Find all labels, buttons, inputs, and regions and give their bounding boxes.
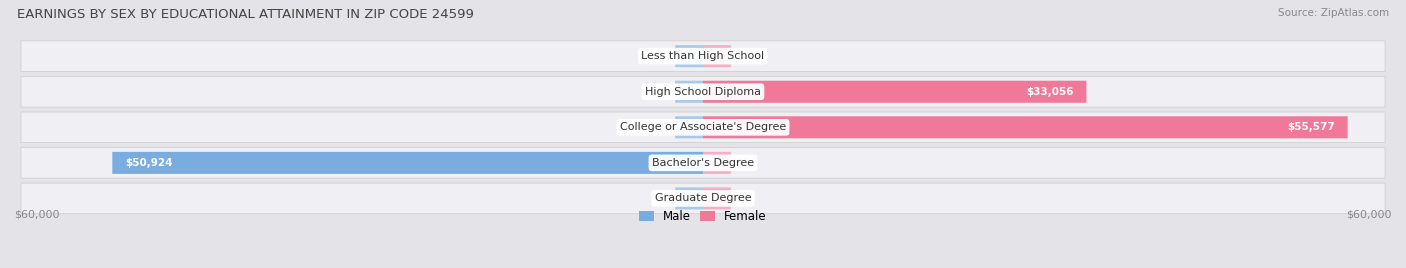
FancyBboxPatch shape <box>675 187 703 210</box>
Text: $0: $0 <box>657 87 669 97</box>
Text: $60,000: $60,000 <box>14 209 59 219</box>
Text: Bachelor's Degree: Bachelor's Degree <box>652 158 754 168</box>
FancyBboxPatch shape <box>21 112 1385 143</box>
Text: Source: ZipAtlas.com: Source: ZipAtlas.com <box>1278 8 1389 18</box>
FancyBboxPatch shape <box>21 76 1385 107</box>
Text: $55,577: $55,577 <box>1288 122 1336 132</box>
Text: $0: $0 <box>657 193 669 203</box>
Text: $33,056: $33,056 <box>1026 87 1074 97</box>
Text: College or Associate's Degree: College or Associate's Degree <box>620 122 786 132</box>
Text: $0: $0 <box>737 193 749 203</box>
Text: EARNINGS BY SEX BY EDUCATIONAL ATTAINMENT IN ZIP CODE 24599: EARNINGS BY SEX BY EDUCATIONAL ATTAINMEN… <box>17 8 474 21</box>
FancyBboxPatch shape <box>703 45 731 67</box>
Text: $0: $0 <box>657 122 669 132</box>
FancyBboxPatch shape <box>675 116 703 138</box>
FancyBboxPatch shape <box>703 152 731 174</box>
FancyBboxPatch shape <box>703 187 731 210</box>
FancyBboxPatch shape <box>675 81 703 103</box>
FancyBboxPatch shape <box>112 152 703 174</box>
Text: $60,000: $60,000 <box>1347 209 1392 219</box>
FancyBboxPatch shape <box>703 116 1348 138</box>
FancyBboxPatch shape <box>703 81 1087 103</box>
Text: Less than High School: Less than High School <box>641 51 765 61</box>
FancyBboxPatch shape <box>21 148 1385 178</box>
FancyBboxPatch shape <box>675 45 703 67</box>
Text: $0: $0 <box>737 158 749 168</box>
Text: High School Diploma: High School Diploma <box>645 87 761 97</box>
FancyBboxPatch shape <box>21 183 1385 214</box>
Text: $0: $0 <box>737 51 749 61</box>
Legend: Male, Female: Male, Female <box>640 210 766 223</box>
Text: Graduate Degree: Graduate Degree <box>655 193 751 203</box>
Text: $0: $0 <box>657 51 669 61</box>
Text: $50,924: $50,924 <box>125 158 173 168</box>
FancyBboxPatch shape <box>21 41 1385 72</box>
